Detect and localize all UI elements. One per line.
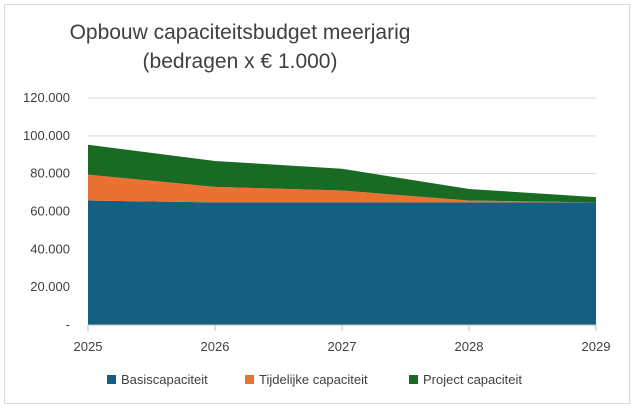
- legend-swatch-0: [107, 375, 116, 384]
- y-tick-label: 100.000: [23, 128, 70, 143]
- area-series-1: [88, 174, 596, 203]
- x-tick-label: 2026: [201, 339, 230, 354]
- y-tick-label: -: [66, 317, 70, 332]
- area-series: [88, 144, 596, 325]
- y-tick-label: 60.000: [30, 204, 70, 219]
- legend-swatch-1: [245, 375, 254, 384]
- x-tick-label: 2027: [328, 339, 357, 354]
- y-tick-label: 20.000: [30, 279, 70, 294]
- legend-label-2: Project capaciteit: [423, 372, 522, 387]
- x-tick-label: 2029: [582, 339, 611, 354]
- axes: - 20.000 40.000 60.000 80.000 100.000 120.000 2…: [23, 90, 610, 354]
- legend-label-1: Tijdelijke capaciteit: [259, 372, 368, 387]
- x-tick-label: 2025: [74, 339, 103, 354]
- y-tick-label: 40.000: [30, 241, 70, 256]
- legend-label-0: Basiscapaciteit: [121, 372, 208, 387]
- chart-title-line-2: (bedragen x € 1.000): [142, 50, 338, 73]
- area-series-0: [88, 200, 596, 325]
- area-series-2: [88, 144, 596, 203]
- legend: Basiscapaciteit Tijdelijke capaciteit Proj…: [107, 372, 522, 387]
- chart-title-line-1: Opbouw capaciteitsbudget meerjarig: [69, 21, 411, 44]
- y-tick-label: 80.000: [30, 166, 70, 181]
- legend-swatch-2: [409, 375, 418, 384]
- x-tick-label: 2028: [455, 339, 484, 354]
- y-tick-label: 120.000: [23, 90, 70, 105]
- chart-title: Opbouw capaciteitsbudget meerjarig (bedr…: [20, 18, 460, 76]
